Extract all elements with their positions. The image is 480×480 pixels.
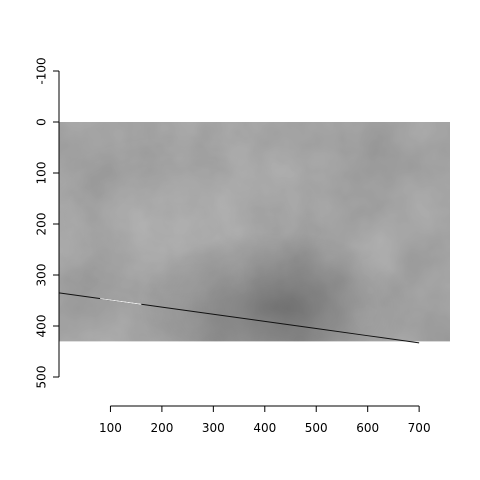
y-axis: -100 0 100 200 300 400 500 <box>35 57 60 388</box>
grayscale-raster-image <box>59 122 450 342</box>
overlay-line <box>58 292 420 344</box>
y-tick-label: -100 <box>35 57 49 84</box>
line-highlight-segment <box>100 298 142 305</box>
y-tick-label: 200 <box>35 213 49 236</box>
x-tick-label: 600 <box>356 421 379 435</box>
x-tick-label: 100 <box>99 421 122 435</box>
y-tick-label: 300 <box>35 264 49 287</box>
x-tick-label: 300 <box>202 421 225 435</box>
y-tick-label: 400 <box>35 315 49 338</box>
x-tick-label: 500 <box>305 421 328 435</box>
x-tick-label: 400 <box>253 421 276 435</box>
x-axis: 100 200 300 400 500 600 700 <box>99 405 431 435</box>
y-tick-label: 0 <box>35 118 49 126</box>
raster-shadow <box>59 122 450 342</box>
x-tick-label: 200 <box>150 421 173 435</box>
x-tick-label: 700 <box>408 421 431 435</box>
y-tick-label: 100 <box>35 162 49 185</box>
y-tick-label: 500 <box>35 366 49 389</box>
